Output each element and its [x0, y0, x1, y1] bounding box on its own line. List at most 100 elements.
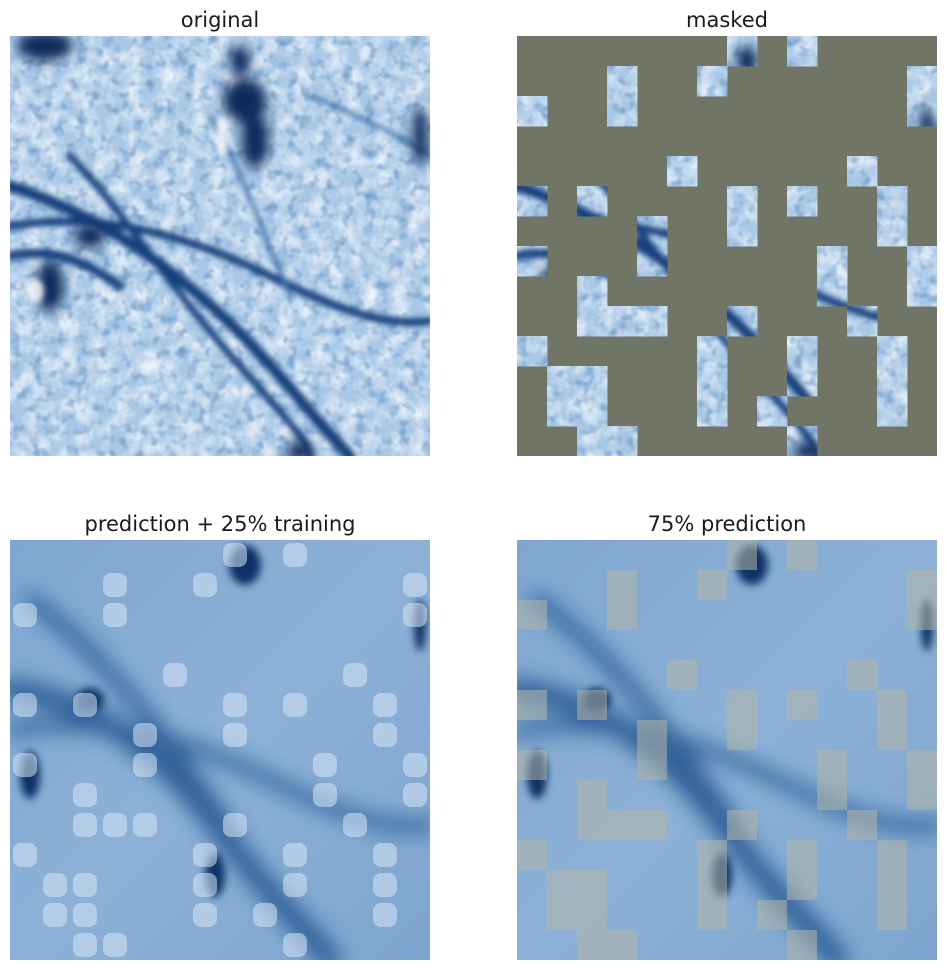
- training-patch-overlay: [667, 660, 697, 690]
- visible-patch: [697, 366, 728, 397]
- training-patch-texture: [13, 693, 37, 717]
- visible-patch: [637, 216, 668, 247]
- training-patch-overlay: [607, 600, 637, 630]
- training-patch-texture: [193, 903, 217, 927]
- visible-patch: [577, 366, 608, 397]
- visible-patch: [697, 396, 728, 427]
- training-patch-overlay: [907, 780, 937, 810]
- visible-patch: [877, 186, 908, 217]
- visible-patch: [787, 186, 818, 217]
- training-patch-texture: [313, 783, 337, 807]
- visible-patch: [727, 186, 758, 217]
- visible-patch: [877, 336, 908, 367]
- training-patch-overlay: [817, 750, 847, 780]
- training-patch-texture: [283, 843, 307, 867]
- visible-patch: [607, 426, 638, 456]
- training-patch-texture: [193, 873, 217, 897]
- training-patch-texture: [403, 573, 427, 597]
- training-patch-overlay: [517, 750, 547, 780]
- training-patch-texture: [373, 873, 397, 897]
- visible-patch: [547, 396, 578, 427]
- training-patch-overlay: [847, 660, 877, 690]
- training-patch-texture: [13, 843, 37, 867]
- training-patch-overlay: [517, 600, 547, 630]
- training-patch-overlay: [607, 810, 637, 840]
- training-patch-texture: [133, 813, 157, 837]
- training-patch-overlay: [607, 930, 637, 960]
- prediction-image: [517, 540, 937, 960]
- training-patch-texture: [223, 543, 247, 567]
- training-patch-overlay: [727, 690, 757, 720]
- training-patch-texture: [283, 933, 307, 957]
- training-patch-overlay: [607, 570, 637, 600]
- visible-patch: [577, 426, 608, 456]
- visible-patch: [697, 66, 728, 97]
- visible-patch: [697, 336, 728, 367]
- training-patch-texture: [373, 903, 397, 927]
- training-patch-texture: [253, 903, 277, 927]
- training-patch-texture: [373, 843, 397, 867]
- training-patch-texture: [283, 543, 307, 567]
- training-patch-texture: [223, 813, 247, 837]
- training-patch-overlay: [727, 540, 757, 570]
- training-patch-overlay: [517, 690, 547, 720]
- training-patch-overlay: [697, 900, 727, 930]
- training-patch-overlay: [637, 720, 667, 750]
- training-patch-texture: [73, 693, 97, 717]
- training-patch-overlay: [577, 690, 607, 720]
- visible-patch: [787, 336, 818, 367]
- training-patch-texture: [223, 693, 247, 717]
- training-patch-texture: [103, 933, 127, 957]
- visible-patch: [517, 186, 548, 217]
- training-patch-overlay: [787, 540, 817, 570]
- visible-patch: [577, 306, 608, 337]
- training-patch-overlay: [787, 870, 817, 900]
- training-patch-overlay: [577, 900, 607, 930]
- training-patch-texture: [343, 663, 367, 687]
- training-patch-overlay: [517, 840, 547, 870]
- visible-patch: [877, 396, 908, 427]
- training-patch-overlay: [577, 930, 607, 960]
- training-patch-overlay: [697, 840, 727, 870]
- training-patch-texture: [133, 753, 157, 777]
- training-patch-texture: [133, 723, 157, 747]
- training-patch-texture: [73, 933, 97, 957]
- visible-patch: [517, 336, 548, 367]
- training-patch-texture: [373, 723, 397, 747]
- visible-patch: [787, 366, 818, 397]
- visible-patch: [607, 306, 638, 337]
- visible-patch: [877, 366, 908, 397]
- training-patch-texture: [313, 753, 337, 777]
- training-patch-texture: [73, 873, 97, 897]
- training-patch-overlay: [727, 720, 757, 750]
- visible-patch: [547, 366, 578, 397]
- prediction-training-image: [10, 540, 430, 960]
- training-patch-texture: [73, 783, 97, 807]
- training-patch-overlay: [817, 780, 847, 810]
- training-patch-texture: [163, 663, 187, 687]
- training-patch-overlay: [577, 870, 607, 900]
- training-patch-overlay: [877, 840, 907, 870]
- visible-patch: [577, 276, 608, 307]
- visible-patch: [757, 396, 788, 427]
- training-patch-overlay: [577, 810, 607, 840]
- visible-patch: [907, 66, 937, 97]
- visible-patch: [907, 96, 937, 127]
- visible-patch: [577, 186, 608, 217]
- training-patch-texture: [13, 753, 37, 777]
- visible-patch: [607, 66, 638, 97]
- masked-image: [517, 36, 937, 456]
- training-patch-overlay: [727, 810, 757, 840]
- visible-patch: [877, 216, 908, 247]
- visible-patch: [667, 156, 698, 187]
- training-patch-texture: [343, 813, 367, 837]
- visible-patch: [907, 246, 937, 277]
- training-patch-overlay: [787, 840, 817, 870]
- training-patch-overlay: [877, 720, 907, 750]
- training-patch-overlay: [547, 870, 577, 900]
- training-patch-texture: [283, 873, 307, 897]
- training-patch-overlay: [877, 690, 907, 720]
- training-patch-texture: [13, 603, 37, 627]
- visible-patch: [907, 276, 937, 307]
- training-patch-texture: [373, 693, 397, 717]
